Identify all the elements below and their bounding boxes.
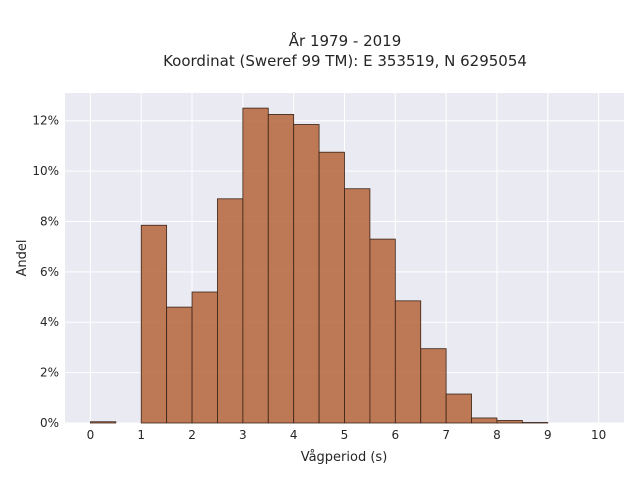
histogram-bar — [267, 114, 295, 424]
bars-group — [90, 107, 549, 424]
x-tick-label: 8 — [493, 428, 501, 442]
histogram-bar — [217, 198, 244, 424]
y-tick-label: 12% — [32, 114, 59, 128]
y-axis-label: Andel — [15, 240, 30, 277]
histogram-bar — [369, 238, 396, 424]
x-tick-label: 4 — [290, 428, 298, 442]
x-tick-label: 2 — [188, 428, 196, 442]
histogram-bar — [344, 188, 371, 424]
x-tick-label: 10 — [591, 428, 606, 442]
y-tick-label: 4% — [40, 315, 59, 329]
y-axis-ticks: 0% 2% 4% 6% 8% 10% 12% — [32, 114, 59, 430]
y-tick-label: 8% — [40, 214, 59, 228]
x-axis-ticks: 0 1 2 3 4 5 6 7 8 9 10 — [87, 428, 607, 442]
x-tick-label: 6 — [391, 428, 399, 442]
x-axis-label: Vågperiod (s) — [301, 450, 388, 465]
histogram-bar — [420, 348, 447, 424]
histogram-bar — [242, 107, 269, 424]
y-tick-label: 2% — [40, 366, 59, 380]
x-tick-label: 5 — [341, 428, 349, 442]
histogram-bar — [394, 300, 422, 424]
histogram-bar — [90, 421, 117, 424]
histogram-bar — [293, 124, 320, 424]
histogram-bar — [191, 291, 218, 424]
histogram-bar — [471, 417, 498, 424]
y-tick-label: 10% — [32, 164, 59, 178]
x-tick-label: 7 — [442, 428, 450, 442]
y-tick-label: 6% — [40, 265, 59, 279]
y-tick-label: 0% — [40, 416, 59, 430]
histogram-bar — [521, 422, 549, 424]
histogram-bar — [496, 420, 523, 424]
histogram-bar — [445, 393, 472, 424]
chart-title: År 1979 - 2019 — [289, 31, 402, 50]
x-tick-label: 3 — [239, 428, 247, 442]
chart-subtitle: Koordinat (Sweref 99 TM): E 353519, N 62… — [163, 52, 527, 70]
histogram-bar — [166, 306, 193, 424]
x-tick-label: 9 — [544, 428, 552, 442]
histogram-bar — [318, 151, 345, 424]
x-tick-label: 1 — [137, 428, 145, 442]
x-tick-label: 0 — [87, 428, 95, 442]
histogram-bar — [140, 224, 168, 424]
